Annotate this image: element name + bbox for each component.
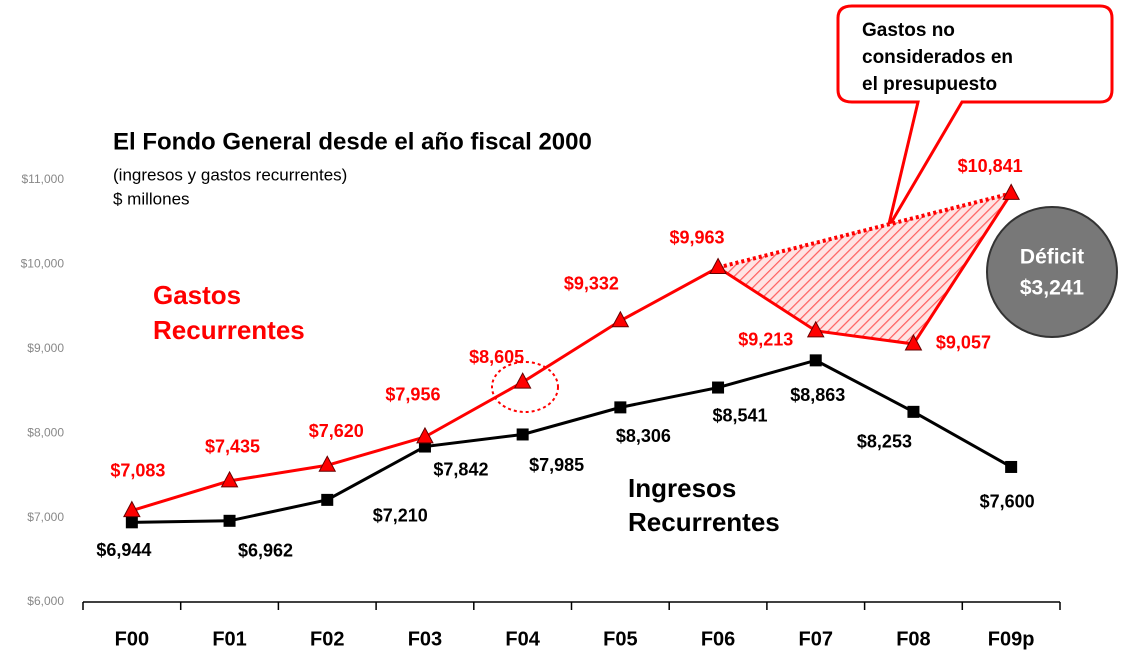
data-label: $8,253 xyxy=(857,432,912,452)
data-label: $9,332 xyxy=(564,274,619,294)
y-tick-label: $10,000 xyxy=(21,257,65,271)
marker xyxy=(1005,460,1018,473)
y-tick-label: $7,000 xyxy=(27,510,64,524)
unbudgeted-area xyxy=(718,193,1012,344)
x-tick-label: F08 xyxy=(896,628,930,650)
data-label: $7,842 xyxy=(433,459,488,479)
data-label: $8,605 xyxy=(469,347,524,367)
data-label: $7,985 xyxy=(529,455,584,475)
marker xyxy=(220,470,239,488)
data-label: $9,963 xyxy=(670,227,725,247)
subtitle: $ millones xyxy=(113,189,190,208)
marker xyxy=(125,516,138,529)
marker xyxy=(321,493,334,506)
data-label: $10,841 xyxy=(958,156,1023,176)
highlight-circle xyxy=(491,361,559,413)
marker xyxy=(123,500,141,518)
marker xyxy=(904,333,923,351)
marker xyxy=(806,320,825,338)
marker xyxy=(418,440,431,453)
data-label: $8,306 xyxy=(616,426,671,446)
x-tick-label: F01 xyxy=(212,628,246,650)
data-label: $6,962 xyxy=(238,541,293,561)
x-tick-label: F07 xyxy=(799,628,833,650)
subtitle: (ingresos y gastos recurrentes) xyxy=(113,165,347,184)
series-name: Gastos Recurrentes xyxy=(153,280,305,345)
callout-box xyxy=(836,4,1114,229)
series-line xyxy=(131,192,1013,513)
marker xyxy=(318,455,337,472)
marker xyxy=(614,401,627,414)
marker xyxy=(223,514,236,527)
data-label: $6,944 xyxy=(96,540,151,560)
callout-text: Gastos no xyxy=(862,20,955,41)
x-tick-label: F03 xyxy=(408,628,442,650)
data-label: $8,863 xyxy=(790,385,845,405)
y-tick-label: $9,000 xyxy=(27,341,64,355)
marker xyxy=(416,426,434,444)
data-label: $7,620 xyxy=(309,421,364,441)
data-label: $7,600 xyxy=(980,492,1035,512)
chart-title: El Fondo General desde el año fiscal 200… xyxy=(113,128,592,155)
deficit-label: Déficit xyxy=(1020,246,1084,269)
data-label: $9,213 xyxy=(738,330,793,350)
callout-text: considerados en xyxy=(862,47,1013,68)
y-tick-label: $8,000 xyxy=(27,425,64,439)
data-label: $7,083 xyxy=(110,460,165,480)
x-tick-label: F09p xyxy=(988,628,1035,650)
marker xyxy=(712,381,725,394)
data-label: $7,435 xyxy=(205,437,260,457)
marker xyxy=(709,257,727,275)
series-line xyxy=(131,358,1012,524)
data-label: $7,956 xyxy=(385,385,440,405)
callout-text: el presupuesto xyxy=(862,74,997,95)
series-name: Ingresos Recurrentes xyxy=(628,473,780,537)
x-tick-label: F04 xyxy=(505,628,540,650)
marker xyxy=(907,405,920,418)
marker xyxy=(513,372,532,389)
data-label: $8,541 xyxy=(713,405,768,425)
unbudgeted-line xyxy=(717,191,1012,270)
marker xyxy=(809,354,822,367)
x-tick-label: F06 xyxy=(701,628,735,650)
marker xyxy=(516,428,529,441)
deficit-value: $3,241 xyxy=(1020,277,1085,300)
marker xyxy=(611,310,630,328)
data-label: $7,210 xyxy=(373,506,428,526)
deficit-circle xyxy=(986,206,1118,338)
x-tick-label: F02 xyxy=(310,628,344,650)
data-label: $9,057 xyxy=(936,333,991,353)
x-tick-label: F05 xyxy=(603,628,637,650)
y-tick-label: $6,000 xyxy=(27,594,64,608)
marker xyxy=(1002,183,1020,200)
y-tick-label: $11,000 xyxy=(22,172,65,186)
x-tick-label: F00 xyxy=(115,628,149,650)
